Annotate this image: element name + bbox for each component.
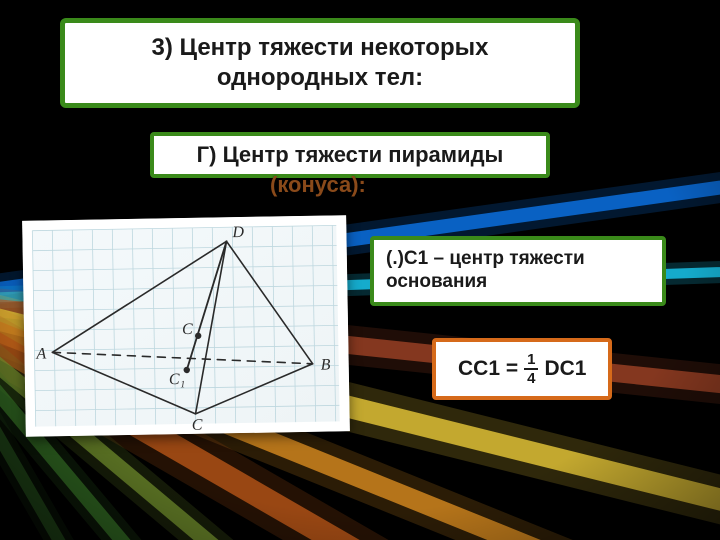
- svg-text:C: C: [182, 321, 193, 338]
- formula-rhs: DC1: [544, 357, 586, 381]
- svg-text:C₁: C₁: [169, 371, 186, 388]
- subtitle-text: Г) Центр тяжести пирамиды: [197, 142, 504, 167]
- note-text: (.)С1 – центр тяжести основания: [386, 248, 585, 292]
- svg-text:B: B: [321, 356, 331, 373]
- svg-text:C: C: [192, 417, 203, 434]
- main-title-text: 3) Центр тяжести некоторых однородных те…: [152, 34, 489, 91]
- pyramid-diagram: A B C D C₁ C: [22, 215, 350, 437]
- svg-text:A: A: [35, 345, 46, 362]
- svg-text:D: D: [231, 224, 244, 241]
- konusa-text: (конуса):: [270, 172, 366, 198]
- formula-denominator: 4: [527, 370, 535, 386]
- main-title-box: 3) Центр тяжести некоторых однородных те…: [60, 18, 580, 108]
- formula-lhs: CC1 =: [458, 357, 518, 381]
- formula-numerator: 1: [524, 352, 538, 370]
- note-box: (.)С1 – центр тяжести основания: [370, 236, 666, 306]
- formula-fraction: 1 4: [524, 352, 538, 386]
- pyramid-diagram-frame: A B C D C₁ C: [22, 215, 350, 437]
- formula-box: CC1 = 1 4 DC1: [432, 338, 612, 400]
